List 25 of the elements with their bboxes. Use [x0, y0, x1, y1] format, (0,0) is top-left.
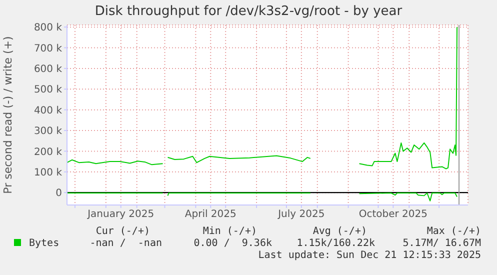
- x-tick-label: January 2025: [86, 209, 154, 220]
- y-tick-label: 300 k: [34, 126, 62, 138]
- y-tick-label: 400 k: [34, 105, 62, 116]
- text: -nan / -nan: [90, 238, 162, 249]
- text: Cur (-/+): [96, 226, 150, 237]
- text: 1.15k/160.22k: [296, 238, 375, 249]
- y-tick-label: 800 k: [34, 22, 62, 34]
- y-tick-label: 700 k: [34, 43, 62, 54]
- chart-title: Disk throughput for /dev/k3s2-vg/root - by year: [94, 4, 404, 19]
- text: 0.00 / 9.36k: [194, 238, 272, 249]
- y-tick-label: 200 k: [34, 146, 62, 158]
- y-tick-label: 100 k: [34, 167, 62, 178]
- text: Min (-/+): [202, 226, 257, 237]
- y-tick-label: 500 k: [34, 84, 62, 96]
- x-tick-label: October 2025: [358, 209, 428, 220]
- legend-label: Bytes: [28, 238, 60, 249]
- y-tick-label: 600 k: [34, 64, 62, 75]
- y-axis-title: Pr second read (-) / write (+): [2, 36, 14, 194]
- text: Avg (-/+): [312, 226, 367, 237]
- x-tick-label: April 2025: [184, 209, 236, 220]
- text: Last update: Sun Dec 21 12:15:33 2025: [258, 250, 481, 261]
- text: Max (-/+): [426, 226, 481, 237]
- text: 5.17M/ 16.67M: [402, 238, 481, 249]
- y-tick-label: 0: [56, 188, 62, 200]
- x-tick-label: July 2025: [277, 209, 325, 220]
